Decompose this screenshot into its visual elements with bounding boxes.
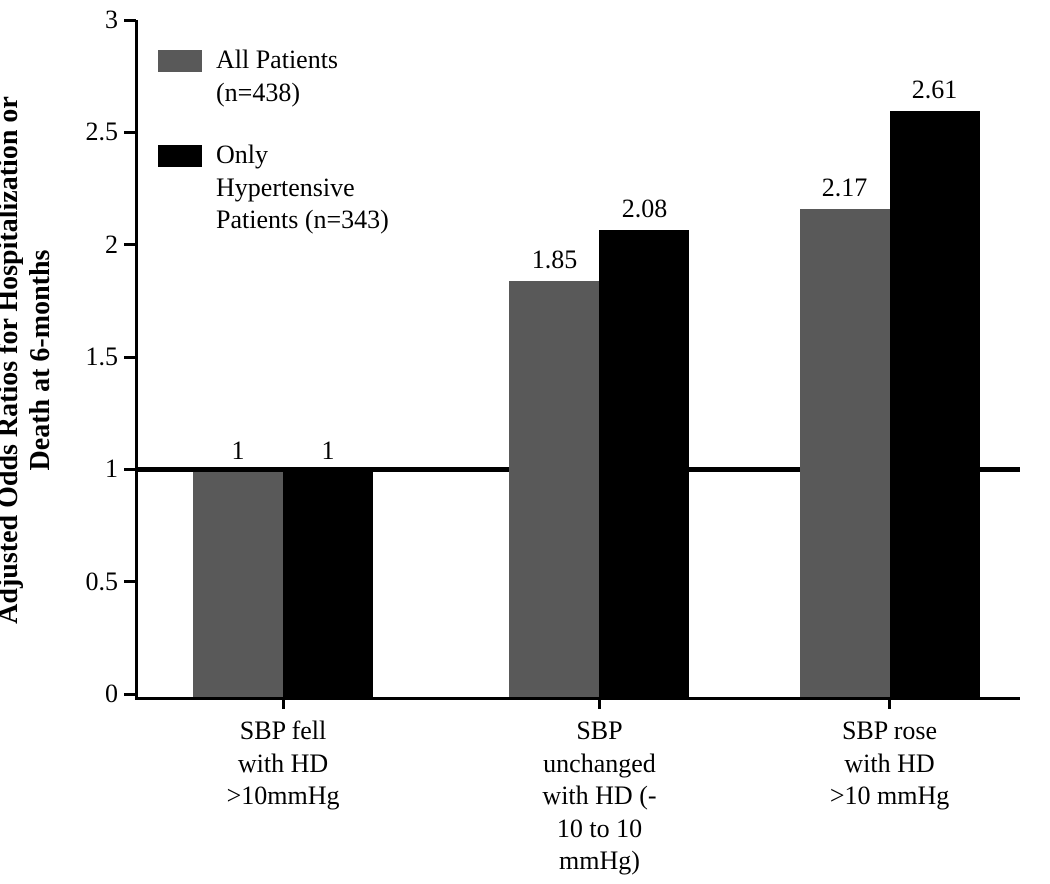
bar: 2.17 xyxy=(800,209,890,697)
x-tick-label-line: SBP rose xyxy=(780,715,1000,748)
bar-value-label: 1 xyxy=(283,436,373,472)
bar-value-label: 1.85 xyxy=(509,245,599,281)
y-tick-label: 0.5 xyxy=(86,567,139,597)
legend-text-0: All Patients (n=438) xyxy=(216,44,338,109)
x-tick-label-line: >10 mmHg xyxy=(780,780,1000,813)
y-tick-label: 3 xyxy=(105,5,138,35)
legend-text-1-line0: Only xyxy=(216,140,268,169)
x-tick-label-line: unchanged xyxy=(489,748,709,781)
x-tick-label-line: with HD (- xyxy=(489,780,709,813)
y-axis-label-line2: Death at 6-months xyxy=(25,96,57,624)
legend-swatch-0 xyxy=(158,50,202,72)
bar: 1 xyxy=(283,472,373,697)
bar-value-label: 2.08 xyxy=(599,194,689,230)
x-tick-label-line: with HD xyxy=(780,748,1000,781)
y-tick-label: 2 xyxy=(105,230,138,260)
y-tick-label: 2.5 xyxy=(86,117,139,147)
bar: 1 xyxy=(193,472,283,697)
plot-area: All Patients (n=438) Only Hypertensive P… xyxy=(135,20,1020,700)
bar: 1.85 xyxy=(509,281,599,697)
y-axis-label: Adjusted Odds Ratios for Hospitalization… xyxy=(0,96,57,624)
bar-value-label: 2.61 xyxy=(890,75,980,111)
legend-text-1-line1: Hypertensive xyxy=(216,173,355,202)
legend: All Patients (n=438) Only Hypertensive P… xyxy=(158,44,418,267)
y-axis-label-wrap: Adjusted Odds Ratios for Hospitalization… xyxy=(0,0,50,720)
bar: 2.08 xyxy=(599,230,689,697)
legend-text-0-line1: (n=438) xyxy=(216,78,300,107)
legend-entry-0: All Patients (n=438) xyxy=(158,44,418,109)
x-tick-label-line: SBP xyxy=(489,715,709,748)
x-tick-label: SBP fellwith HD>10mmHg xyxy=(173,697,393,813)
x-tick-label-line: SBP fell xyxy=(173,715,393,748)
x-tick-label-line: with HD xyxy=(173,748,393,781)
y-tick-label: 1.5 xyxy=(86,342,139,372)
x-tick-label-line: 10 to 10 xyxy=(489,813,709,846)
legend-text-1-line2: Patients (n=343) xyxy=(216,205,389,234)
legend-text-1: Only Hypertensive Patients (n=343) xyxy=(216,139,389,237)
bar-value-label: 1 xyxy=(193,436,283,472)
x-tick-label-line: >10mmHg xyxy=(173,780,393,813)
legend-entry-1: Only Hypertensive Patients (n=343) xyxy=(158,139,418,237)
y-axis-label-line1: Adjusted Odds Ratios for Hospitalization… xyxy=(0,96,24,624)
x-tick-label: SBPunchangedwith HD (-10 to 10mmHg) xyxy=(489,697,709,878)
y-tick-label: 0 xyxy=(105,679,138,709)
bar: 2.61 xyxy=(890,111,980,697)
chart-container: Adjusted Odds Ratios for Hospitalization… xyxy=(0,0,1050,884)
legend-swatch-1 xyxy=(158,145,202,167)
x-tick-label-line: mmHg) xyxy=(489,845,709,878)
y-tick-label: 1 xyxy=(105,454,138,484)
x-tick-label: SBP rosewith HD>10 mmHg xyxy=(780,697,1000,813)
bar-value-label: 2.17 xyxy=(800,173,890,209)
legend-text-0-line0: All Patients xyxy=(216,45,338,74)
